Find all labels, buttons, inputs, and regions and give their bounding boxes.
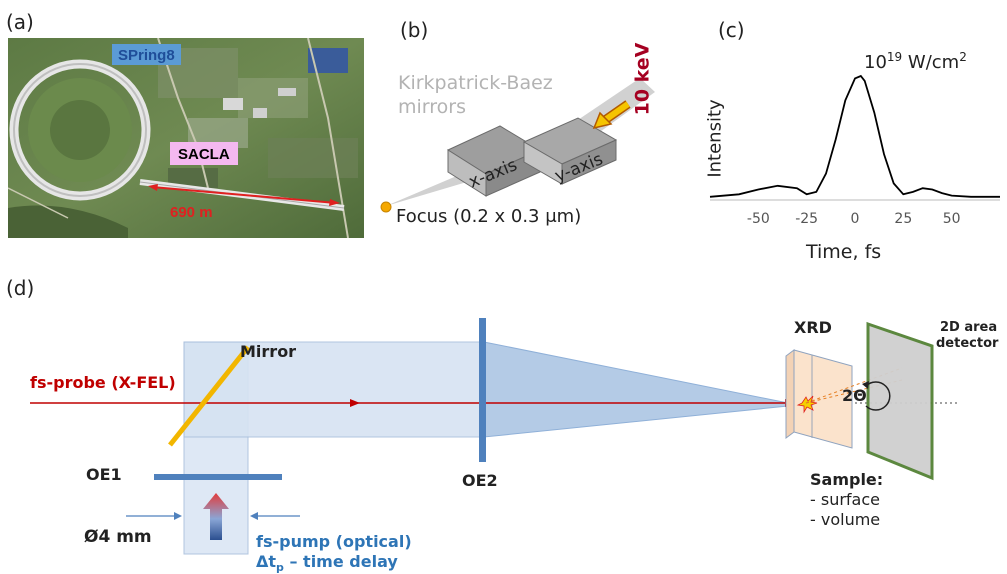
diameter-label: Ø4 mm [84, 527, 152, 547]
delay-label: Δtp – time delay [256, 552, 398, 574]
mirror-label: Mirror [240, 342, 297, 361]
interaction-spark-icon [796, 395, 818, 414]
x-tick-label: 50 [943, 211, 961, 227]
energy-label: 10 keV [631, 42, 654, 116]
focusing-cone [483, 341, 799, 438]
delay-text: – time delay [283, 552, 398, 571]
sacla-label-box: SACLA [170, 142, 238, 165]
spring8-label-box: SPring8 [112, 44, 181, 65]
mirror-element [168, 345, 250, 447]
sample-title: Sample: [810, 470, 884, 489]
sample-block-side [785, 349, 795, 439]
kb-mirrors-label-1: Kirkpatrick-Baez [398, 72, 553, 94]
y-axis-mirror-top [522, 117, 618, 165]
focus-label: Focus (0.2 x 0.3 μm) [396, 206, 582, 227]
beam-arrow-icon [592, 100, 631, 130]
diameter-arrow-right [174, 512, 182, 520]
peak-intensity-exp: 19 [886, 50, 903, 64]
focus-dot [380, 201, 392, 213]
x-axis-label: x-axis [466, 155, 521, 193]
panel-label-b: (b) [400, 18, 429, 42]
pulse-series-line [709, 74, 1000, 198]
oe1-element [154, 474, 282, 480]
pump-label: fs-pump (optical) [256, 532, 412, 551]
detector-label-1: 2D area [940, 320, 998, 335]
chart-y-label: Intensity [704, 99, 726, 178]
x-tick-label: 25 [894, 211, 912, 227]
y-axis-label: y-axis [552, 149, 606, 187]
pump-arrow-icon [203, 493, 229, 540]
xrd-label: XRD [794, 318, 832, 337]
angle-label: 2Θ [842, 386, 867, 405]
pump-beam [183, 341, 249, 555]
chart-x-ticks: -50 -25 0 25 50 [747, 211, 961, 227]
sample-item-surface: - surface [810, 490, 880, 509]
panel-label-d: (d) [6, 276, 35, 300]
oe2-label: OE2 [462, 471, 498, 490]
peak-intensity-unit-exp: 2 [959, 50, 967, 64]
x-tick-label: -50 [747, 211, 770, 227]
collimated-beam [183, 341, 485, 438]
oe1-label: OE1 [86, 465, 122, 484]
detector-panel [866, 321, 934, 481]
peak-intensity-base: 10 [864, 52, 887, 73]
delay-symbol: Δt [256, 552, 277, 571]
probe-arrow-2 [785, 399, 795, 407]
detector-label-2: detector [936, 336, 999, 351]
panel-label-a: (a) [6, 10, 34, 34]
satellite-image: SPring8 SACLA 690 m [8, 38, 364, 238]
x-tick-label: 0 [851, 211, 860, 227]
peak-intensity-label: 1019 W/cm2 [864, 50, 967, 73]
x-tick-label: -25 [795, 211, 818, 227]
probe-arrow-1 [350, 399, 360, 407]
spring8-label: SPring8 [118, 47, 175, 64]
sacla-label: SACLA [178, 146, 230, 163]
oe2-element [479, 318, 486, 462]
chart-x-label: Time, fs [806, 241, 882, 263]
delay-subscript: p [276, 561, 284, 574]
length-label: 690 m [170, 204, 213, 221]
satellite-map-graphic [8, 38, 364, 238]
sample-item-volume: - volume [810, 510, 881, 529]
angle-arc-icon [865, 381, 891, 411]
probe-label: fs-probe (X-FEL) [30, 373, 176, 392]
panel-label-c: (c) [718, 18, 745, 42]
kb-mirrors-label-2: mirrors [398, 96, 466, 118]
diameter-arrow-left [250, 512, 258, 520]
peak-intensity-unit: W/cm [902, 52, 960, 73]
